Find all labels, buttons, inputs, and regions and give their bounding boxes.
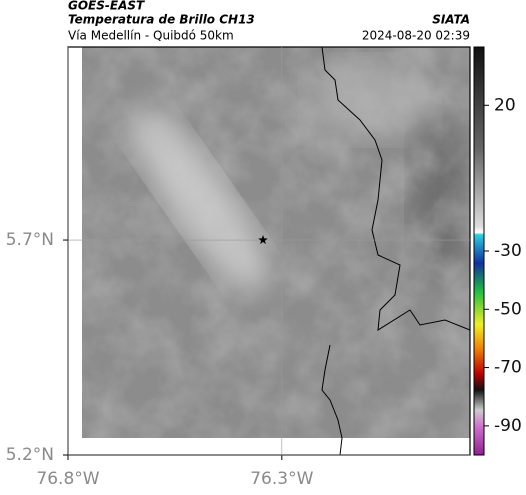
x-tick-label: 76.3°W — [250, 469, 313, 489]
satellite-image — [68, 47, 470, 455]
y-tick-label: 5.2°N — [6, 445, 54, 465]
product-title: Temperatura de Brillo CH13 — [68, 13, 255, 27]
colorbar-tick-label: -70 — [494, 358, 522, 378]
x-tick-label: 76.8°W — [36, 469, 99, 489]
border-line — [321, 344, 343, 455]
colorbar-tick-label: -30 — [494, 241, 522, 261]
route-label: Vía Medellín - Quibdó 50km — [68, 29, 234, 43]
satellite-title: GOES-EAST — [68, 0, 145, 13]
colorbar-tick-label: 20 — [494, 95, 516, 115]
location-marker — [258, 235, 268, 245]
colorbar-tick-label: -90 — [494, 416, 522, 436]
y-tick-label: 5.7°N — [6, 230, 54, 250]
datetime-label: 2024-08-20 02:39 — [362, 29, 470, 43]
org-label: SIATA — [432, 13, 470, 27]
colorbar — [473, 46, 485, 456]
colorbar-tick-label: -50 — [494, 299, 522, 319]
border-line — [321, 47, 470, 331]
